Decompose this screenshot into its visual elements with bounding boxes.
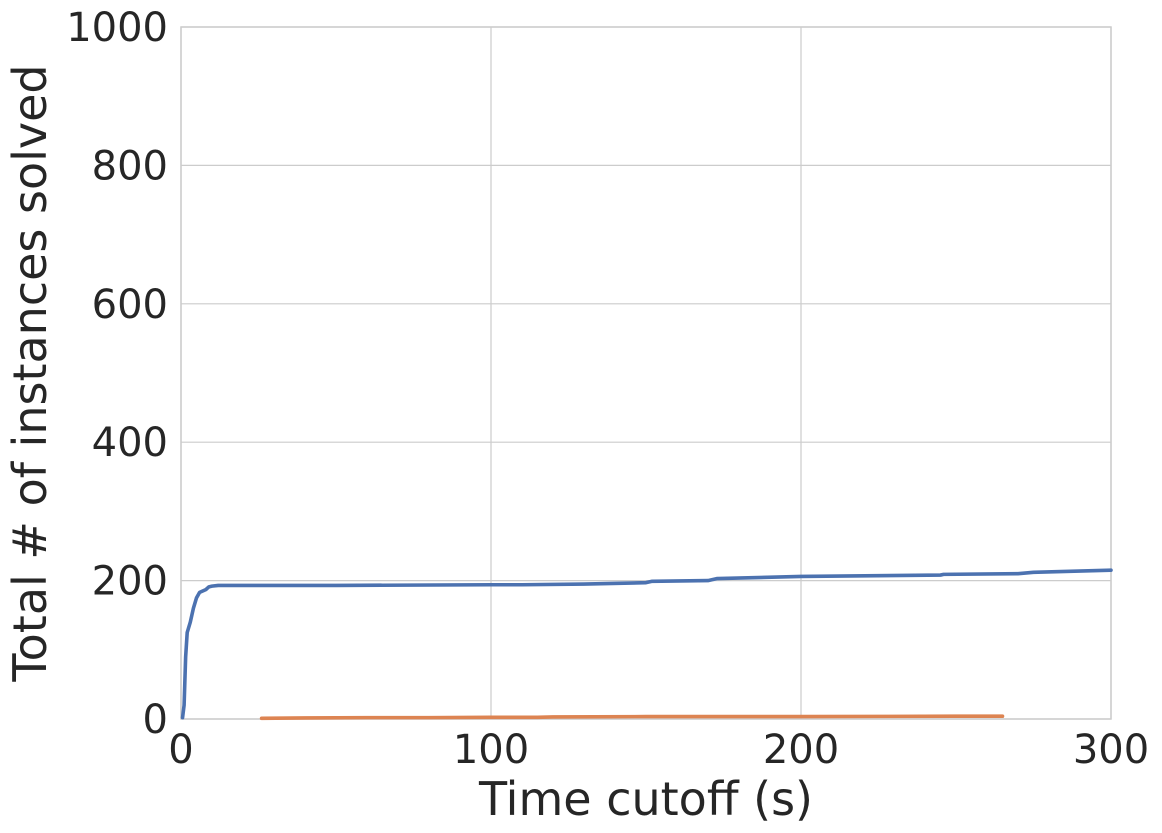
y-tick-label: 1000 (66, 5, 168, 51)
y-axis-label: Total # of instances solved (3, 64, 57, 682)
y-tick-label: 400 (92, 420, 168, 466)
x-tick-label: 100 (453, 727, 529, 773)
series-group (180, 568, 1113, 721)
y-tick-label: 800 (92, 143, 168, 189)
y-tick-labels: 0 200 400 600 800 1000 (66, 5, 168, 743)
y-tick-label: 600 (92, 282, 168, 328)
y-tick-label: 0 (143, 697, 168, 743)
x-axis-label: Time cutoff (s) (478, 772, 813, 826)
x-tick-label: 0 (168, 727, 193, 773)
y-tick-label: 200 (92, 559, 168, 605)
gridlines (180, 26, 1112, 720)
x-tick-label: 300 (1073, 727, 1149, 773)
x-tick-label: 200 (763, 727, 839, 773)
x-tick-labels: 0 100 200 300 (168, 727, 1149, 773)
series-line-2 (259, 714, 1005, 721)
plot-frame (180, 26, 1112, 720)
series-line-1 (180, 568, 1113, 720)
